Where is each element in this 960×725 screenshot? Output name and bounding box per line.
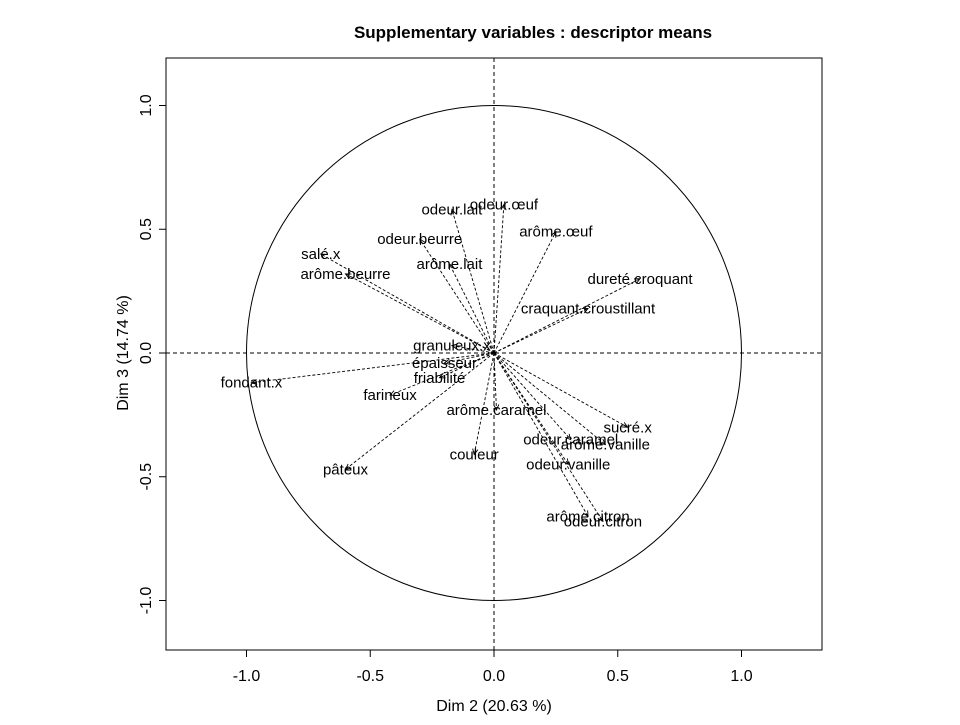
variable-arrowhead [582,307,589,314]
variable-label: odeur.œuf [470,197,539,214]
variable-label: arôme.beurre [300,266,390,283]
variable-arrow [493,308,589,354]
axes-layer: -1.0 -0.5 0.0 0.5 1.0 -1.0 -0.5 0.0 0.5 1.0 [138,58,822,685]
variable-arrowhead [621,422,629,428]
variable-arrow [493,352,604,522]
variable-arrowhead [582,510,589,518]
variable-arrow [345,352,495,470]
variable-arrowhead [419,238,426,246]
variable-arrow [473,352,495,455]
variable-arrow [493,352,606,445]
y-tick-label: -1.0 [138,587,155,615]
variable-arrow [493,352,589,517]
variable-label: arôme.citron [546,508,629,525]
variable-arrow [493,231,557,354]
y-tick-label: 0.0 [138,342,155,364]
variable-arrowhead [448,262,455,270]
variable-label: friabilité [414,370,466,387]
variable-arrow [493,352,572,440]
variable-arrowhead [250,379,258,386]
variable-arrowhead [500,203,507,211]
x-tick-label: -1.0 [233,668,261,685]
variable-arrow [493,278,641,354]
variable-arrow [419,238,495,354]
correlation-circle [246,105,742,601]
variable-arrowhead [599,438,607,446]
variable-label: granuleux.x [413,338,491,355]
y-tick-label: 0.5 [138,218,155,240]
x-tick-label: 0.5 [607,668,629,685]
variable-arrow [444,352,495,364]
variable-label: épaisseur [412,355,477,372]
variable-label: arôme.caramel [446,402,546,419]
variable-label: pâteux [323,461,369,478]
variable-label: arôme.œuf [519,224,593,241]
variable-arrowhead [438,372,446,379]
variable-label: odeur.caramel [523,432,618,449]
variable-arrow [493,352,628,428]
variable-arrow [251,352,495,384]
variable-label: sucré.x [603,419,652,436]
variable-arrowhead [550,230,557,238]
variable-label: odeur.citron [564,513,642,530]
variable-arrow [493,352,497,410]
variable-arrow [449,263,495,354]
variable-arrowhead [472,448,479,456]
variable-label: odeur.vanille [526,456,610,473]
variable-label: odeur.lait [421,201,483,218]
variable-label: craquant.croustillant [521,300,656,317]
x-tick-label: 1.0 [730,668,752,685]
variable-label: salé.x [301,246,341,263]
x-tick-label: 0.0 [483,668,505,685]
x-tick-label: -0.5 [356,668,384,685]
variable-arrow [389,352,495,396]
y-tick-label: -0.5 [138,463,155,491]
y-axis-label: Dim 3 (14.74 %) [115,295,132,411]
arrows-layer [250,203,641,523]
variable-arrowhead [389,390,397,396]
variable-label: farineux [363,387,417,404]
variable-arrowhead [634,278,641,284]
variable-arrow [451,345,495,354]
variable-label: fondant.x [221,375,283,392]
variable-arrowhead [344,463,352,470]
x-axis-label: Dim 2 (20.63 %) [436,698,552,715]
variable-arrow [345,273,495,354]
variable-arrowhead [319,253,327,260]
variable-label: dureté.croquant [587,271,693,288]
variable-label: odeur.beurre [377,231,462,248]
variable-arrowhead [493,404,500,411]
variable-arrowhead [443,358,451,365]
variable-arrow [493,204,505,354]
variable-label: arôme.lait [417,256,484,273]
variable-label: arôme.vanille [561,437,650,454]
chart-title: Supplementary variables : descriptor mea… [354,23,712,42]
variable-arrowhead [565,433,572,441]
y-tick-label: 1.0 [138,94,155,116]
variable-arrowhead [450,343,458,350]
variable-arrowhead [597,515,604,523]
variable-arrowhead [344,273,352,279]
variable-arrowhead [450,208,457,216]
variable-label: couleur [450,446,499,463]
variable-arrow [320,253,495,354]
